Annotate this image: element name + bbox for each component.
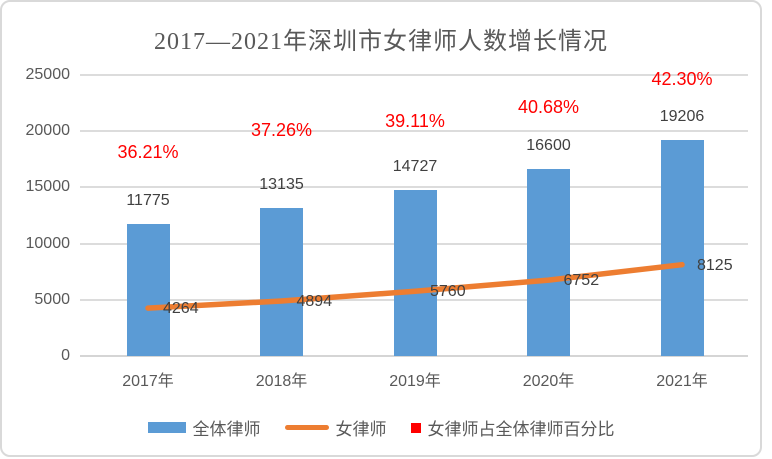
legend-item-all-lawyers: 全体律师	[147, 415, 261, 440]
legend: 全体律师 女律师 女律师占全体律师百分比	[0, 415, 762, 440]
legend-line-swatch-icon	[284, 425, 329, 430]
chart-title: 2017—2021年深圳市女律师人数增长情况	[154, 29, 608, 55]
legend-item-female-lawyers: 女律师	[284, 415, 387, 440]
legend-label-all-lawyers: 全体律师	[192, 420, 261, 439]
legend-square-swatch-icon	[410, 422, 421, 433]
legend-bar-swatch-icon	[147, 422, 186, 433]
legend-label-female-lawyers: 女律师	[335, 420, 387, 439]
legend-item-percentage: 女律师占全体律师百分比	[410, 415, 615, 440]
legend-label-percentage: 女律师占全体律师百分比	[427, 420, 615, 439]
